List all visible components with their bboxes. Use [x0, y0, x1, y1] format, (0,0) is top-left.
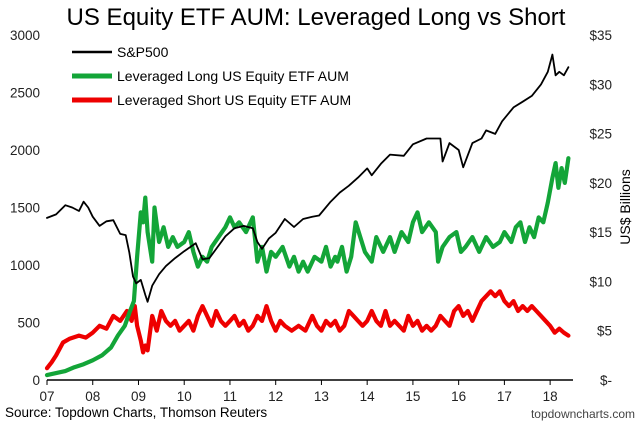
x-tick-label: 10: [177, 389, 192, 404]
chart-title: US Equity ETF AUM: Leveraged Long vs Sho…: [67, 4, 566, 31]
legend-label-leveraged-long: Leveraged Long US Equity ETF AUM: [117, 68, 349, 84]
series-line-sp500: [46, 53, 570, 303]
y-right-axis-label: US$ Billions: [617, 169, 633, 244]
y-left-tick-label: 2500: [10, 86, 40, 101]
x-tick-label: 09: [131, 389, 146, 404]
x-tick-label: 14: [360, 389, 376, 404]
watermark: topdowncharts.com: [531, 407, 635, 421]
x-tick-label: 07: [39, 389, 54, 404]
x-tick-label: 08: [85, 389, 100, 404]
series-line-leveraged-short: [44, 289, 571, 371]
x-tick-label: 17: [497, 389, 512, 404]
x-tick-label: 12: [268, 389, 283, 404]
y-left-tick-label: 2000: [10, 143, 40, 158]
y-right-tick-label: $30: [589, 77, 612, 92]
y-right-tick-label: $5: [597, 324, 612, 339]
y-right-tick-label: $10: [589, 274, 612, 289]
source-note: Source: Topdown Charts, Thomson Reuters: [5, 405, 267, 420]
y-right-tick-label: $25: [589, 127, 612, 142]
y-left-tick-label: 1500: [10, 201, 40, 216]
x-tick-label: 13: [314, 389, 329, 404]
y-right-tick-label: $35: [589, 28, 612, 43]
x-tick-label: 18: [543, 389, 558, 404]
y-left-tick-label: 3000: [10, 28, 40, 43]
y-right-tick-label: $20: [589, 176, 612, 191]
y-right-axis: $- $5 $10 $15 $20 $25 $30 $35: [589, 28, 612, 388]
series-line-leveraged-long: [44, 156, 571, 378]
y-left-axis: 0 500 1000 1500 2000 2500 3000: [10, 28, 40, 388]
y-right-tick-label: $-: [600, 373, 612, 388]
x-tick-label: 15: [405, 389, 420, 404]
legend-label-leveraged-short: Leveraged Short US Equity ETF AUM: [117, 92, 351, 108]
y-right-tick-label: $15: [589, 225, 612, 240]
y-left-tick-label: 0: [32, 373, 40, 388]
x-tick-label: 11: [223, 389, 237, 404]
legend: S&P500 Leveraged Long US Equity ETF AUM …: [72, 44, 351, 108]
legend-label-sp500: S&P500: [117, 44, 169, 60]
x-axis: 07 08 09 10 11 12 13 14 15 16 17 18: [39, 380, 558, 404]
x-tick-label: 16: [451, 389, 466, 404]
y-left-tick-label: 1000: [10, 258, 40, 273]
series-layer: [44, 53, 571, 378]
y-left-tick-label: 500: [17, 316, 40, 331]
